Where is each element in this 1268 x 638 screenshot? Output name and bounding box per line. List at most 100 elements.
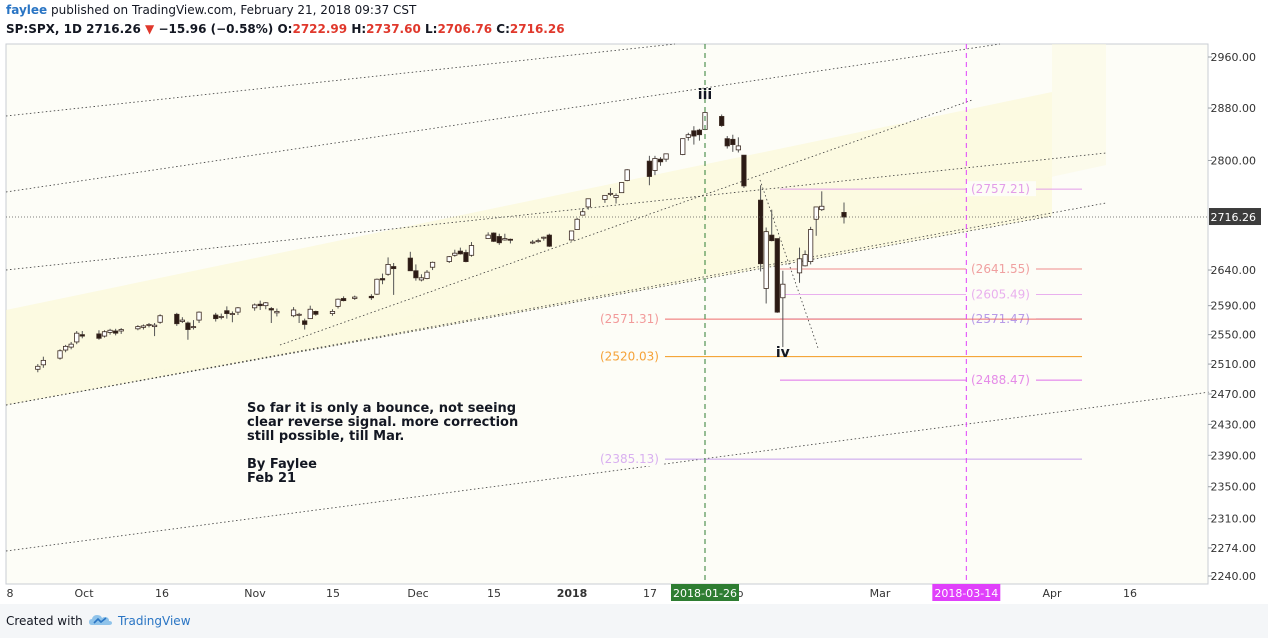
candle-body	[307, 308, 313, 320]
candle-body	[413, 270, 419, 279]
published-text: published on TradingView.com, February 2…	[51, 3, 417, 17]
level-label-bg	[966, 286, 1036, 302]
candle-body	[290, 309, 297, 317]
candle-body	[624, 169, 630, 181]
candle-body	[607, 192, 614, 195]
candle-body	[79, 334, 85, 337]
annotation-line-3: still possible, till Mar.	[247, 429, 404, 444]
low-value: 2706.76	[437, 22, 493, 36]
candle-body	[485, 234, 491, 239]
candle-body	[313, 311, 319, 315]
candle-body	[735, 145, 741, 151]
publisher-link[interactable]: faylee	[6, 3, 48, 17]
candle-body	[74, 332, 80, 343]
candle-body	[252, 304, 258, 309]
candle-body	[352, 296, 358, 299]
candle-body	[646, 160, 653, 177]
tradingview-link[interactable]: TradingView	[118, 614, 191, 628]
candle-body	[296, 313, 302, 316]
trendline	[5, 215, 1053, 406]
x-tick-label: b	[737, 587, 744, 600]
candle-body	[374, 278, 380, 295]
candle-body	[63, 345, 69, 351]
low-label: L:	[425, 22, 438, 36]
candle-body	[446, 256, 452, 263]
candle-body	[463, 252, 469, 263]
candle-body	[135, 326, 141, 330]
level-label-bg	[596, 451, 664, 467]
x-tick-label: Apr	[1042, 587, 1062, 600]
trendline	[5, 43, 1001, 193]
candle-body	[685, 134, 691, 138]
candle-body	[719, 116, 725, 126]
candle-body	[179, 319, 185, 322]
candle-body	[841, 212, 847, 218]
level-label-left: (2385.13)	[600, 452, 659, 466]
candle-body	[302, 320, 308, 325]
high-label: H:	[351, 22, 367, 36]
annotation-line-2: clear reverse signal. more correction	[247, 415, 518, 430]
candle-body	[774, 238, 780, 313]
high-value: 2737.60	[366, 22, 421, 36]
level-label-right: (2605.49)	[971, 288, 1030, 302]
level-label-bg	[966, 181, 1036, 197]
candle-body	[274, 311, 280, 314]
candle-body	[35, 365, 41, 370]
candle-body	[724, 138, 730, 147]
wave-label: iv	[776, 345, 790, 361]
candle-body	[769, 234, 775, 242]
candle-body	[763, 231, 769, 289]
trendline	[5, 391, 1211, 552]
candle-body	[424, 271, 430, 279]
candle-body	[368, 295, 375, 299]
candle-body	[502, 238, 508, 241]
candle-body	[680, 138, 686, 155]
candle-body	[568, 230, 575, 241]
candle-body	[663, 153, 669, 160]
x-tick-label: 15	[326, 587, 340, 600]
candle-body	[657, 158, 664, 163]
candle-body	[268, 308, 274, 311]
candle-body	[196, 311, 202, 321]
candle-body	[541, 236, 547, 239]
candle-body	[574, 218, 580, 230]
y-tick-label: 2350.00	[1211, 481, 1257, 494]
upper-channel-band	[6, 92, 1052, 405]
candle-body	[429, 261, 436, 268]
candle-body	[691, 130, 697, 137]
candle-body	[113, 330, 119, 334]
candle-body	[263, 302, 269, 307]
candle-body	[802, 254, 808, 267]
level-label-right: (2641.55)	[971, 262, 1030, 276]
candle-body	[174, 313, 180, 325]
y-tick-label: 2640.00	[1211, 264, 1257, 277]
y-tick-label: 2240.00	[1211, 570, 1257, 583]
candle-body	[40, 359, 46, 366]
candle-body	[96, 333, 102, 339]
trendline	[5, 43, 676, 117]
publish-header: faylee published on TradingView.com, Feb…	[0, 0, 1268, 40]
x-tick-label: Mar	[870, 587, 891, 600]
candle-body	[68, 343, 74, 348]
level-label-right: (2757.21)	[971, 182, 1030, 196]
open-label: O:	[277, 22, 293, 36]
tradingview-cloud-icon[interactable]	[88, 612, 114, 628]
y-tick-label: 2800.00	[1211, 154, 1257, 167]
candle-body	[157, 315, 163, 323]
candle-body	[496, 236, 502, 244]
candle-body	[118, 329, 124, 332]
candle-body	[224, 310, 230, 314]
x-tick-label: 15	[487, 587, 501, 600]
candle-body	[652, 158, 658, 171]
candle-body	[602, 194, 608, 200]
price-chart[interactable]: (2757.21)(2641.55)(2605.49)(2571.47)(248…	[0, 40, 1268, 604]
byline-date: Feb 21	[247, 471, 296, 486]
x-tick-label: 16	[1123, 587, 1137, 600]
byline-author: By Faylee	[247, 457, 317, 472]
candle-body	[796, 258, 803, 274]
last-price: 2716.26	[86, 22, 141, 36]
y-tick-label: 2880.00	[1211, 102, 1257, 115]
open-value: 2722.99	[292, 22, 348, 36]
candle-body	[385, 264, 391, 275]
candle-body	[257, 303, 263, 307]
